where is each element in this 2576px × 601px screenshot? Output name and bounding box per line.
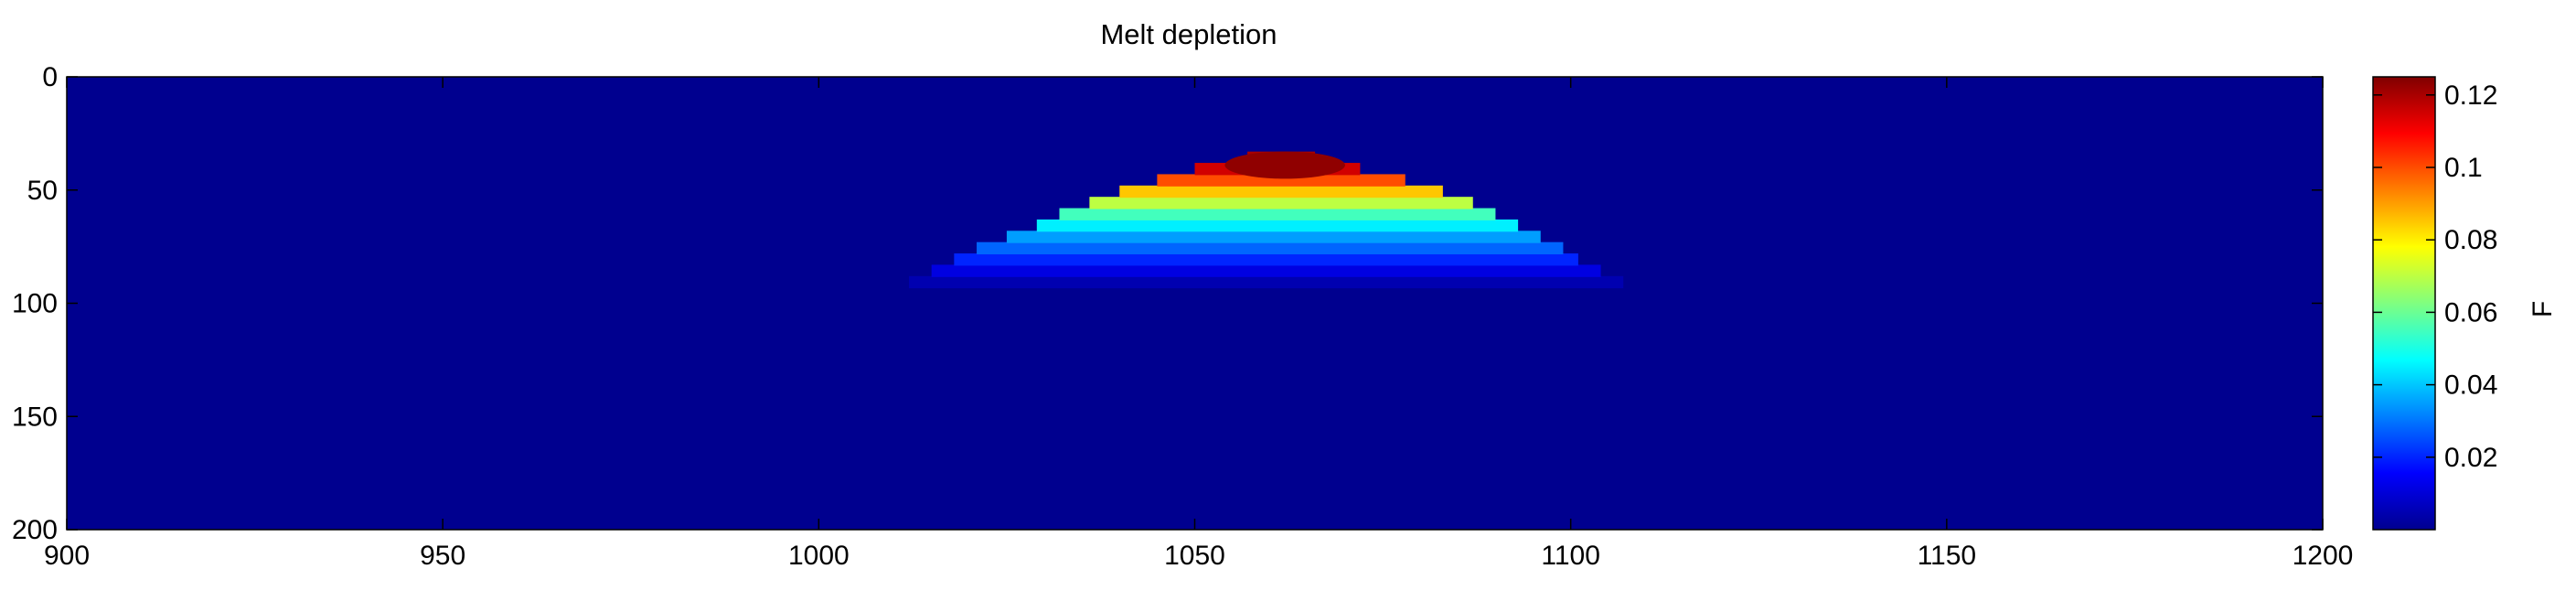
melt-band (1089, 197, 1473, 209)
y-tick-label: 50 (27, 176, 58, 206)
y-tick-label: 200 (12, 515, 58, 545)
x-tick-label: 1200 (2293, 541, 2354, 571)
colorbar-ticks: 0.02 0.04 0.06 0.08 0.1 0.12 (2373, 80, 2497, 473)
melt-band (954, 253, 1578, 266)
melt-peak (1224, 151, 1345, 179)
colorbar-tick-label: 0.1 (2444, 153, 2483, 183)
melt-band (1119, 185, 1443, 199)
x-tick-label: 1000 (788, 541, 850, 571)
melt-band (1157, 174, 1406, 187)
colorbar: 0.02 0.04 0.06 0.08 0.1 0.12 F (2372, 76, 2558, 531)
melt-band (1006, 231, 1541, 243)
x-tick-label: 950 (420, 541, 465, 571)
colorbar-label: F (2528, 301, 2558, 317)
colorbar-tick-label: 0.02 (2444, 443, 2497, 473)
melt-band (977, 241, 1564, 255)
y-axis: 0 50 100 150 200 (12, 62, 2323, 545)
colorbar-tick-label: 0.08 (2444, 225, 2497, 255)
x-tick-label: 900 (44, 541, 90, 571)
x-axis: 900 950 1000 1050 1100 1150 1200 (44, 77, 2353, 571)
x-tick-label: 1050 (1164, 541, 1225, 571)
melt-band (909, 275, 1624, 289)
heatmap-background (67, 77, 2323, 530)
heatmap-plot-area (66, 76, 2324, 531)
x-tick-label: 1100 (1541, 541, 1600, 571)
y-tick-label: 150 (12, 402, 58, 432)
melt-band (1036, 219, 1519, 232)
y-tick-label: 0 (42, 62, 58, 92)
y-tick-label: 100 (12, 289, 58, 319)
melt-region (909, 151, 1624, 289)
melt-band (931, 264, 1601, 277)
colorbar-gradient (2372, 76, 2436, 531)
colorbar-tick-label: 0.06 (2444, 297, 2497, 327)
colorbar-tick-label: 0.04 (2444, 370, 2497, 401)
chart-title: Melt depletion (1100, 18, 1277, 50)
colorbar-tick-label: 0.12 (2444, 80, 2497, 111)
melt-band (1059, 208, 1496, 220)
x-tick-label: 1150 (1918, 541, 1977, 571)
